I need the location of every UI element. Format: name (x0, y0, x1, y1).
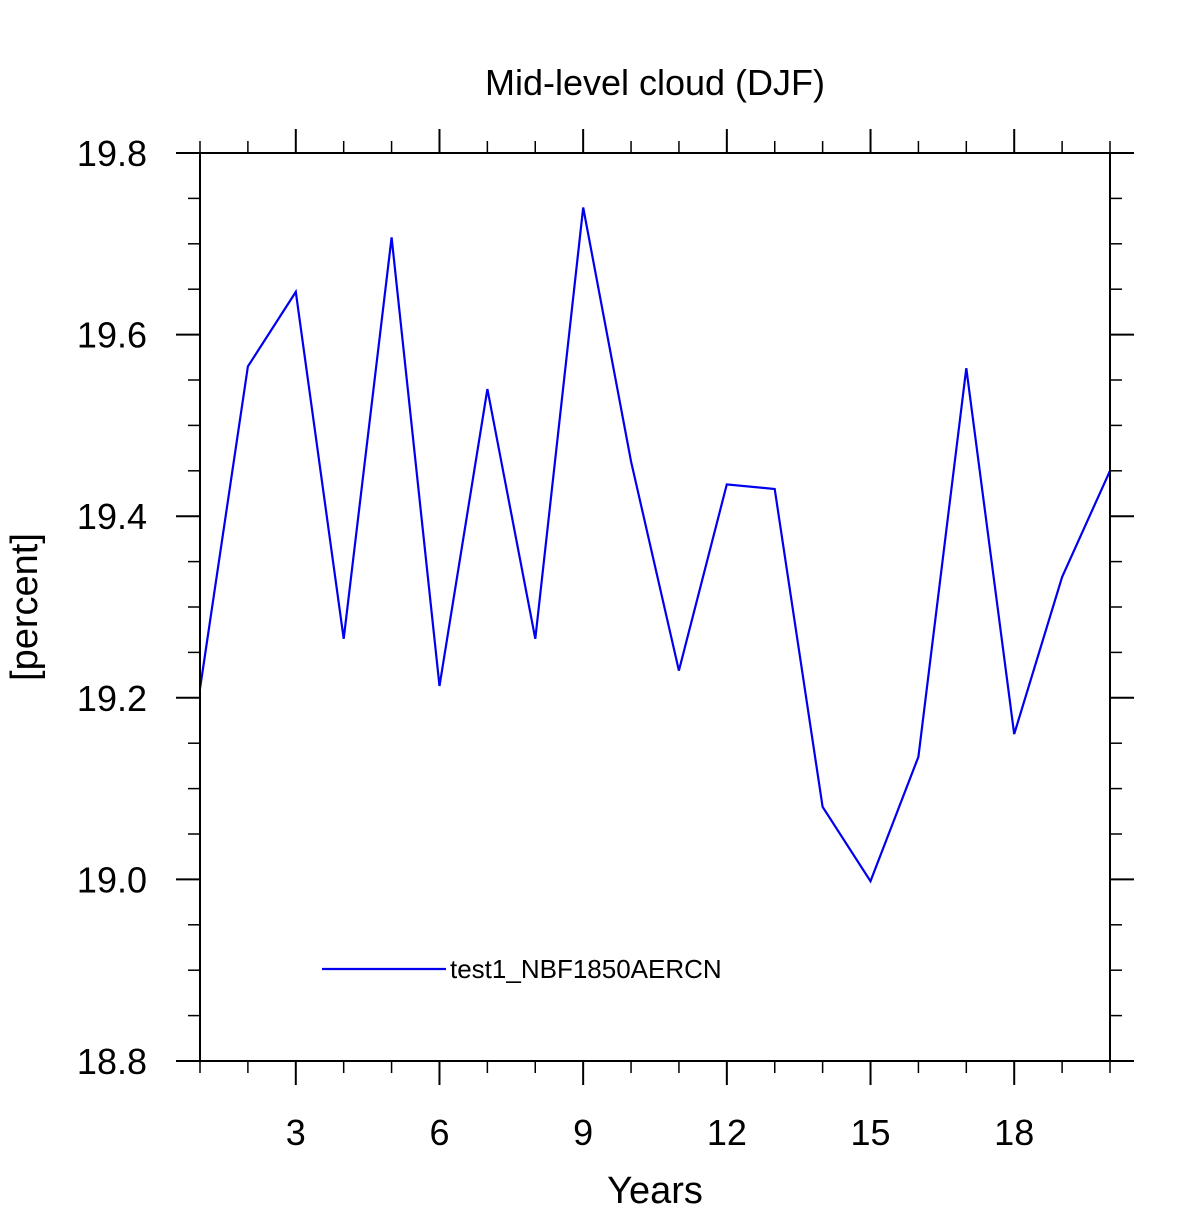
legend: test1_NBF1850AERCN (322, 954, 722, 984)
x-tick-label: 6 (429, 1112, 449, 1153)
legend-label: test1_NBF1850AERCN (450, 954, 722, 984)
x-axis-label: Years (607, 1170, 703, 1212)
y-tick-label: 19.8 (77, 133, 147, 174)
x-tick-label: 15 (851, 1112, 891, 1153)
x-tick-label: 3 (286, 1112, 306, 1153)
chart-title: Mid-level cloud (DJF) (485, 62, 825, 103)
tick-labels: 3 6 9 12 15 18 18.8 19.0 19.2 19.4 19.6 19.8 (77, 133, 1034, 1153)
y-tick-label: 19.0 (77, 859, 147, 900)
x-tick-label: 18 (994, 1112, 1034, 1153)
y-tick-label: 18.8 (77, 1041, 147, 1082)
series-line (198, 207, 1112, 884)
y-tick-label: 19.6 (77, 315, 147, 356)
x-tick-label: 12 (707, 1112, 747, 1153)
x-tick-label: 9 (573, 1112, 593, 1153)
y-tick-label: 19.2 (77, 678, 147, 719)
y-tick-label: 19.4 (77, 496, 147, 537)
plot-frame (199, 152, 1111, 1062)
series-layer (198, 207, 1112, 884)
y-axis-label: [percent] (4, 533, 46, 681)
axis-ticks (176, 129, 1134, 1085)
